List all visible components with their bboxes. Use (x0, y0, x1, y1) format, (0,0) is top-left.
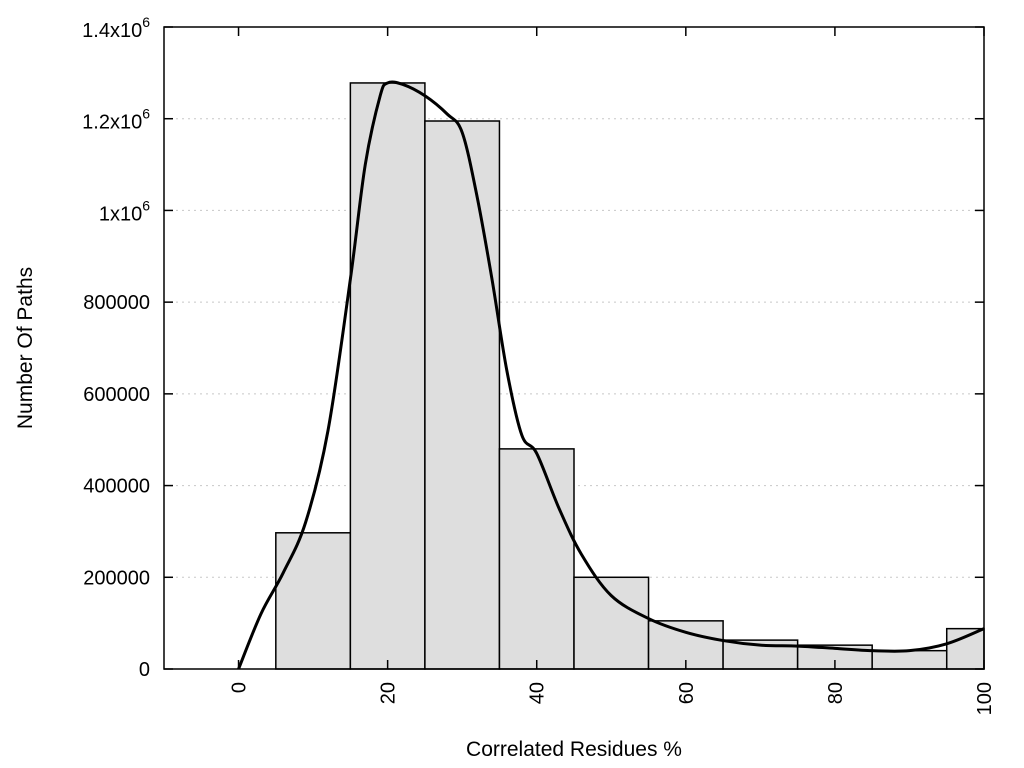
x-tick-label: 40 (527, 682, 549, 704)
y-tick-label: 1x106 (99, 197, 150, 225)
y-tick-label: 0 (139, 659, 150, 681)
x-tick-label: 20 (378, 682, 400, 704)
y-tick-label: 200000 (83, 567, 150, 589)
histogram-bar (275, 532, 352, 670)
x-tick-label: 0 (229, 682, 251, 693)
x-tick-label: 80 (825, 682, 847, 704)
histogram-bar (498, 448, 575, 670)
histogram-bar (349, 82, 426, 670)
y-tick-label: 1.4x106 (82, 14, 150, 42)
x-tick-label: 60 (676, 682, 698, 704)
y-axis-title: Number Of Paths (14, 267, 37, 429)
histogram-bars (275, 82, 985, 670)
histogram-bar (945, 627, 985, 670)
histogram-bar (573, 576, 650, 670)
x-axis-ticks: 0 20 40 60 80 100 (229, 27, 996, 715)
density-curve-layer (237, 80, 985, 670)
x-axis-title: Correlated Residues % (466, 738, 682, 761)
plot-frame (163, 26, 985, 670)
y-tick-label: 400000 (83, 476, 150, 498)
x-tick-label: 100 (974, 682, 996, 715)
y-tick-label: 800000 (83, 292, 150, 314)
histogram-bar (871, 649, 948, 670)
y-tick-label: 1.2x106 (82, 106, 150, 134)
y-tick-label: 600000 (83, 384, 150, 406)
histogram-bar (424, 120, 501, 670)
density-curve (237, 80, 985, 670)
